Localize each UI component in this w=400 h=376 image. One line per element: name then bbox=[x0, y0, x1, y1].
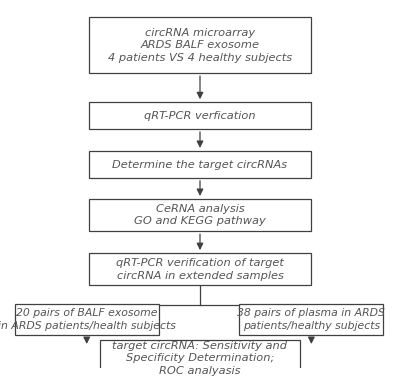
Text: qRT-PCR verfication: qRT-PCR verfication bbox=[144, 111, 256, 121]
FancyBboxPatch shape bbox=[89, 253, 311, 285]
Text: CeRNA analysis
GO and KEGG pathway: CeRNA analysis GO and KEGG pathway bbox=[134, 204, 266, 226]
Text: circRNA microarray
ARDS BALF exosome
4 patients VS 4 healthy subjects: circRNA microarray ARDS BALF exosome 4 p… bbox=[108, 27, 292, 63]
Text: qRT-PCR verification of target
circRNA in extended samples: qRT-PCR verification of target circRNA i… bbox=[116, 258, 284, 280]
Text: Determine the target circRNAs: Determine the target circRNAs bbox=[112, 159, 288, 170]
Text: target circRNA: Sensitivity and
Specificity Determination;
ROC analyasis: target circRNA: Sensitivity and Specific… bbox=[112, 341, 288, 376]
Text: 20 pairs of BALF exosome
in ARDS patients/health subjects: 20 pairs of BALF exosome in ARDS patient… bbox=[0, 308, 176, 331]
FancyBboxPatch shape bbox=[89, 151, 311, 178]
Text: 38 pairs of plasma in ARDS
patients/healthy subjects: 38 pairs of plasma in ARDS patients/heal… bbox=[238, 308, 385, 331]
FancyBboxPatch shape bbox=[89, 17, 311, 73]
FancyBboxPatch shape bbox=[89, 102, 311, 129]
FancyBboxPatch shape bbox=[239, 305, 383, 335]
FancyBboxPatch shape bbox=[100, 340, 300, 376]
FancyBboxPatch shape bbox=[15, 305, 159, 335]
FancyBboxPatch shape bbox=[89, 199, 311, 231]
